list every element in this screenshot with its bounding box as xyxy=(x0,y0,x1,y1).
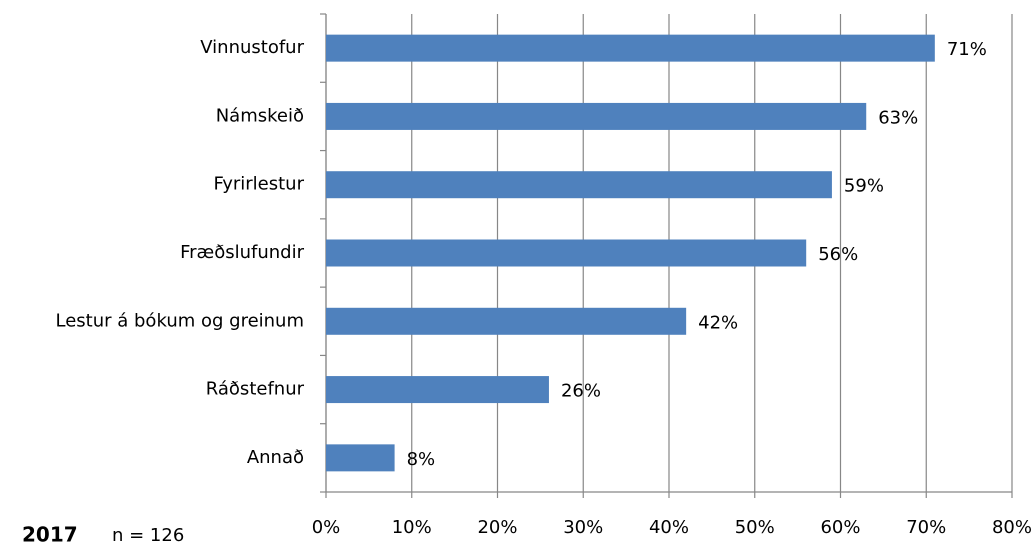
y-tick-label: Fyrirlestur xyxy=(214,174,305,195)
data-label: 56% xyxy=(818,244,858,265)
y-tick-label: Ráðstefnur xyxy=(206,379,305,400)
y-tick-label: Annað xyxy=(247,447,304,468)
x-tick-label: 10% xyxy=(392,517,432,538)
data-label: 42% xyxy=(698,312,738,333)
bar xyxy=(326,376,549,404)
x-tick-label: 60% xyxy=(820,517,860,538)
x-tick-label: 0% xyxy=(312,517,341,538)
data-label: 59% xyxy=(844,176,884,197)
bar xyxy=(326,102,867,130)
data-label: 8% xyxy=(407,449,436,470)
x-tick-label: 30% xyxy=(563,517,603,538)
x-tick-label: 70% xyxy=(906,517,946,538)
x-tick-label: 40% xyxy=(649,517,689,538)
y-tick-label: Vinnustofur xyxy=(200,37,304,58)
bar xyxy=(326,171,832,199)
bar xyxy=(326,34,935,62)
x-tick-label: 80% xyxy=(992,517,1032,538)
bar xyxy=(326,239,807,267)
bar xyxy=(326,444,395,472)
year-annotation: 2017 xyxy=(22,523,78,547)
data-label: 71% xyxy=(947,39,987,60)
n-annotation: n = 126 xyxy=(112,525,184,546)
y-tick-label: Námskeið xyxy=(216,105,304,126)
y-tick-label: Fræðslufundir xyxy=(180,242,304,263)
x-tick-label: 20% xyxy=(477,517,517,538)
bar xyxy=(326,307,687,335)
data-label: 26% xyxy=(561,381,601,402)
y-tick-label: Lestur á bókum og greinum xyxy=(56,310,305,331)
data-label: 63% xyxy=(878,107,918,128)
x-tick-label: 50% xyxy=(735,517,775,538)
